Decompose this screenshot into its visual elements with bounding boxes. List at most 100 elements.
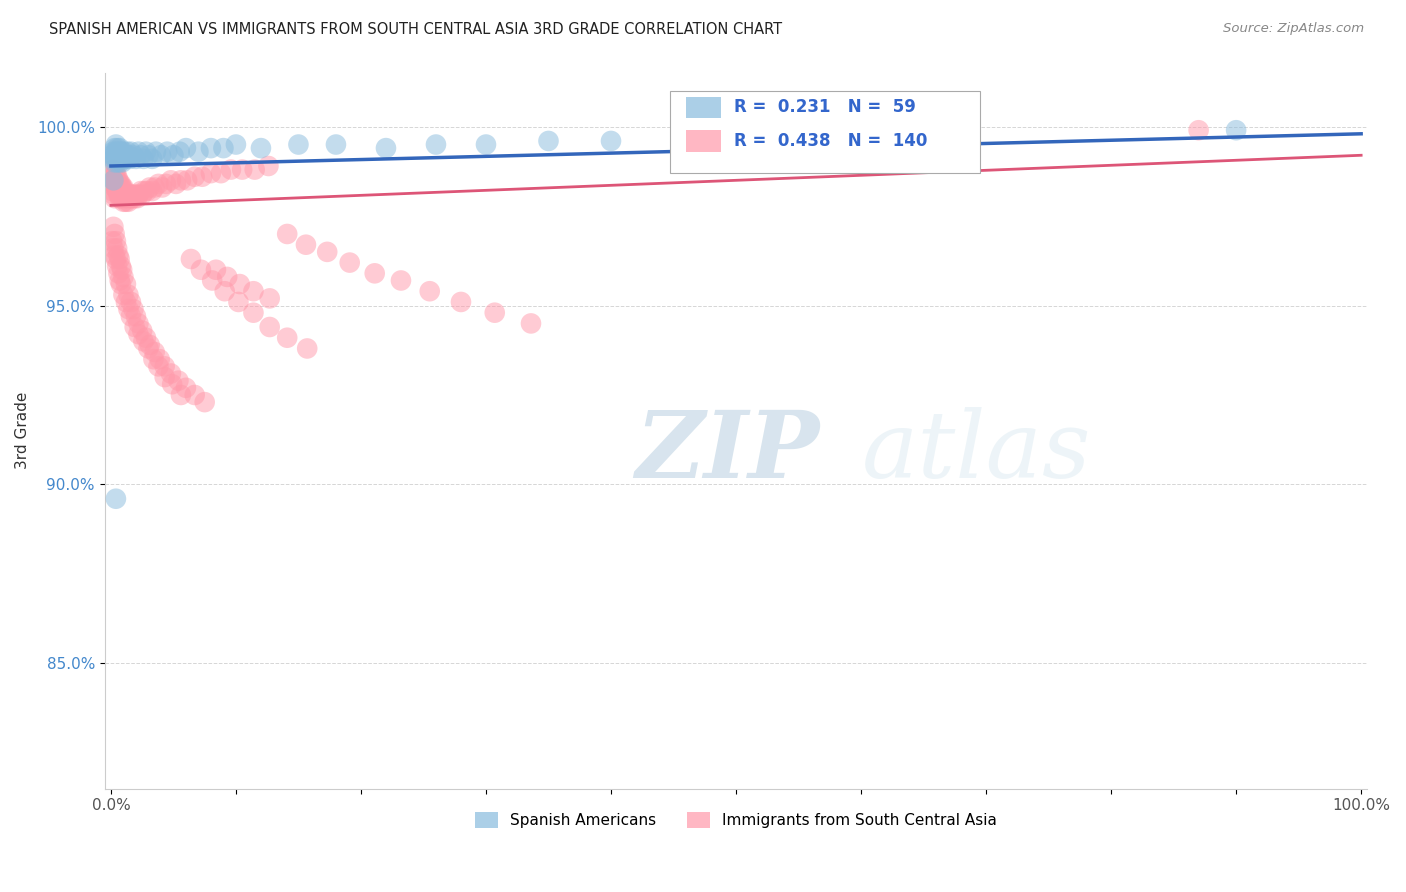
Point [104, 248, 127, 262]
Point [150, 180, 173, 194]
Point [115, 191, 138, 205]
Point [200, 166, 222, 180]
Point [104, 491, 127, 506]
Point [101, 184, 124, 198]
Point [295, 342, 318, 356]
Point [259, 292, 281, 306]
Point [108, 148, 131, 162]
Point [228, 277, 250, 291]
Point [537, 134, 560, 148]
Point [107, 180, 129, 194]
Point [143, 180, 166, 194]
Point [120, 295, 142, 310]
Text: Source: ZipAtlas.com: Source: ZipAtlas.com [1223, 22, 1364, 36]
Point [138, 342, 160, 356]
Point [276, 331, 298, 345]
Point [104, 191, 127, 205]
Point [115, 277, 138, 291]
Point [129, 184, 152, 198]
Point [104, 227, 127, 241]
Point [105, 177, 128, 191]
Point [148, 359, 170, 374]
Point [250, 141, 273, 155]
Point [219, 162, 242, 177]
Point [120, 145, 142, 159]
Point [153, 359, 176, 374]
Point [484, 306, 506, 320]
Point [419, 284, 441, 298]
Point [107, 248, 129, 262]
Point [104, 148, 127, 162]
Point [214, 284, 236, 298]
Point [225, 137, 247, 152]
Point [194, 395, 217, 409]
Point [117, 187, 139, 202]
Point [1225, 123, 1247, 137]
Point [103, 187, 125, 202]
Point [101, 148, 124, 162]
FancyBboxPatch shape [686, 130, 721, 152]
Point [217, 269, 239, 284]
Point [111, 180, 134, 194]
Point [200, 141, 222, 155]
Point [112, 269, 135, 284]
Point [105, 259, 128, 273]
Point [129, 148, 152, 162]
Point [138, 338, 160, 352]
Point [165, 177, 187, 191]
Point [103, 219, 125, 234]
Point [325, 137, 347, 152]
Point [231, 162, 253, 177]
Point [108, 191, 131, 205]
Point [112, 145, 135, 159]
Point [162, 148, 184, 162]
Point [111, 187, 134, 202]
FancyBboxPatch shape [671, 91, 980, 173]
Point [156, 145, 179, 159]
Point [107, 266, 129, 280]
Point [295, 237, 318, 252]
Point [108, 273, 131, 287]
Point [183, 388, 205, 402]
Point [105, 155, 128, 169]
Point [276, 227, 298, 241]
Point [131, 187, 153, 202]
Point [375, 141, 398, 155]
Point [103, 177, 125, 191]
Point [190, 262, 212, 277]
Y-axis label: 3rd Grade: 3rd Grade [15, 392, 30, 469]
Text: SPANISH AMERICAN VS IMMIGRANTS FROM SOUTH CENTRAL ASIA 3RD GRADE CORRELATION CHA: SPANISH AMERICAN VS IMMIGRANTS FROM SOUT… [49, 22, 782, 37]
Point [127, 145, 149, 159]
Point [107, 152, 129, 166]
Text: R =  0.231   N =  59: R = 0.231 N = 59 [734, 98, 915, 116]
Point [724, 130, 747, 145]
Point [287, 137, 309, 152]
Point [104, 166, 127, 180]
Point [125, 187, 148, 202]
Point [115, 152, 138, 166]
Text: ZIP: ZIP [636, 408, 820, 497]
Point [108, 141, 131, 155]
Point [131, 324, 153, 338]
Point [112, 287, 135, 301]
Point [104, 180, 127, 194]
Point [110, 277, 132, 291]
Text: R =  0.438   N =  140: R = 0.438 N = 140 [734, 132, 927, 150]
Point [142, 352, 165, 367]
Point [138, 148, 160, 162]
Text: atlas: atlas [862, 408, 1092, 497]
Point [450, 295, 472, 310]
Point [520, 317, 543, 331]
Point [110, 191, 132, 205]
Point [209, 166, 232, 180]
Point [155, 177, 177, 191]
Point [101, 162, 124, 177]
Point [174, 381, 197, 395]
Point [132, 334, 155, 349]
Point [103, 162, 125, 177]
Point [108, 252, 131, 266]
Point [169, 145, 191, 159]
Point [108, 184, 131, 198]
Point [148, 177, 170, 191]
Point [141, 152, 163, 166]
